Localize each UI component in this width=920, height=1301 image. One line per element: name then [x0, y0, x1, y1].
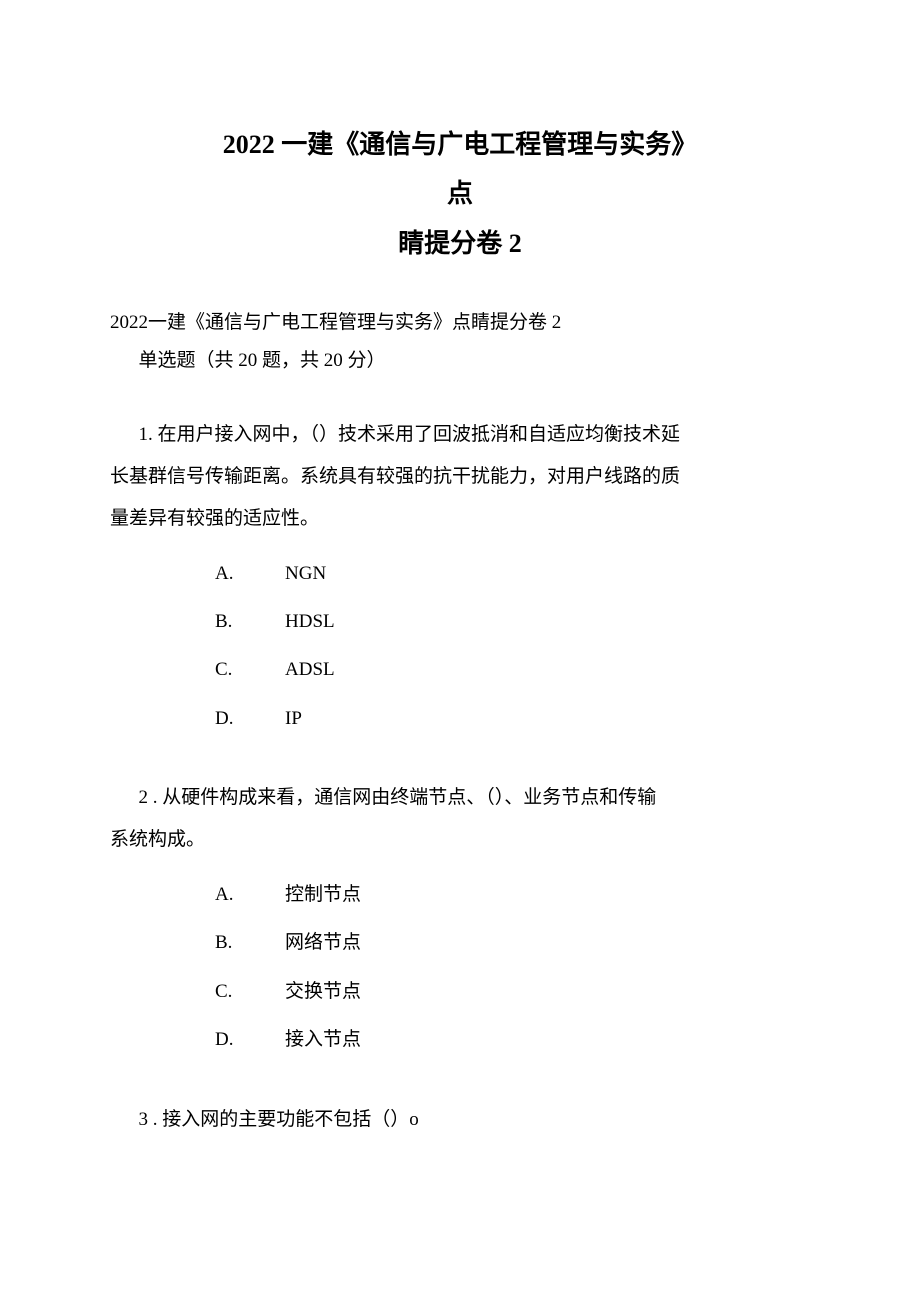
- option-item: B.HDSL: [215, 598, 810, 646]
- option-text: NGN: [285, 563, 326, 584]
- document-subtitle: 2022一建《通信与广电工程管理与实务》点睛提分卷 2: [110, 304, 810, 342]
- question-stem-line: 系统构成。: [110, 819, 810, 861]
- option-item: A.控制节点: [215, 871, 810, 919]
- title-line-2: 点: [110, 169, 810, 218]
- option-item: C.交换节点: [215, 968, 810, 1016]
- question-stem: 2 . 从硬件构成来看，通信网由终端节点、（）、业务节点和传输: [110, 777, 810, 819]
- option-text: 网络节点: [285, 932, 361, 953]
- option-letter: C.: [215, 968, 285, 1016]
- option-item: A.NGN: [215, 550, 810, 598]
- question-stem-line: 长基群信号传输距离。系统具有较强的抗干扰能力，对用户线路的质: [110, 456, 810, 498]
- title-line-3: 睛提分卷 2: [110, 219, 810, 268]
- option-text: 交换节点: [285, 981, 361, 1002]
- option-letter: D.: [215, 1016, 285, 1064]
- option-item: B.网络节点: [215, 919, 810, 967]
- question-stem: 1. 在用户接入网中，（）技术采用了回波抵消和自适应均衡技术延: [110, 414, 810, 456]
- option-text: IP: [285, 708, 302, 729]
- option-letter: A.: [215, 871, 285, 919]
- options-list: A.NGNB.HDSLC.ADSLD.IP: [215, 550, 810, 744]
- question-stem-line: 量差异有较强的适应性。: [110, 498, 810, 540]
- questions-container: 1. 在用户接入网中，（）技术采用了回波抵消和自适应均衡技术延长基群信号传输距离…: [110, 414, 810, 1140]
- title-line-1: 2022 一建《通信与广电工程管理与实务》: [110, 120, 810, 169]
- option-text: 接入节点: [285, 1029, 361, 1050]
- section-info: 单选题（共 20 题，共 20 分）: [110, 342, 810, 380]
- options-list: A.控制节点B.网络节点C.交换节点D.接入节点: [215, 871, 810, 1065]
- option-text: ADSL: [285, 659, 335, 680]
- option-text: HDSL: [285, 611, 335, 632]
- option-letter: A.: [215, 550, 285, 598]
- option-text: 控制节点: [285, 884, 361, 905]
- option-item: D.接入节点: [215, 1016, 810, 1064]
- option-letter: B.: [215, 598, 285, 646]
- question-stem: 3 . 接入网的主要功能不包括（）o: [110, 1099, 810, 1141]
- option-item: D.IP: [215, 695, 810, 743]
- option-letter: D.: [215, 695, 285, 743]
- option-letter: B.: [215, 919, 285, 967]
- option-letter: C.: [215, 646, 285, 694]
- option-item: C.ADSL: [215, 646, 810, 694]
